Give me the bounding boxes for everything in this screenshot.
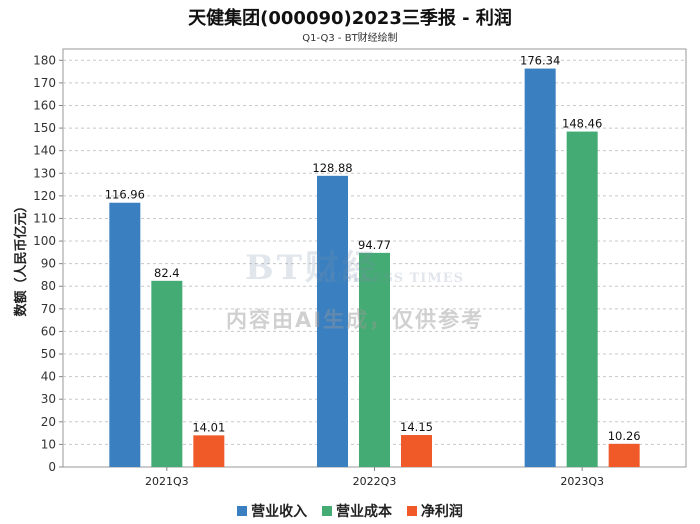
y-tick-label: 30 — [41, 392, 56, 406]
y-tick-label: 130 — [33, 166, 56, 180]
y-tick-label: 140 — [33, 144, 56, 158]
y-tick-label: 20 — [41, 415, 56, 429]
data-label: 82.4 — [154, 266, 180, 280]
y-axis-ticks: 0 10 20 30 40 50 60 70 80 90 100 110 120 130 140 150 160… — [33, 53, 63, 474]
data-labels: 116.96 82.4 14.01 128.88 94.77 14.15 176.34 148… — [105, 54, 641, 443]
chart-subtitle: Q1-Q3 - BT财经绘制 — [302, 33, 398, 44]
bar[interactable] — [193, 435, 225, 467]
bar[interactable] — [401, 435, 432, 467]
x-tick-label: 2022Q3 — [353, 475, 397, 488]
y-tick-label: 80 — [41, 279, 56, 293]
y-tick-label: 70 — [41, 302, 56, 316]
legend-item-net-profit[interactable]: 净利润 — [406, 501, 463, 521]
y-tick-label: 180 — [33, 53, 56, 67]
data-label: 10.26 — [608, 429, 641, 443]
x-tick-label: 2021Q3 — [145, 475, 189, 488]
data-label: 148.46 — [562, 117, 602, 131]
y-tick-label: 170 — [33, 76, 56, 90]
bar[interactable] — [151, 280, 183, 467]
y-tick-label: 100 — [33, 234, 56, 248]
legend: 营业收入 营业成本 净利润 — [0, 501, 700, 521]
y-tick-label: 40 — [41, 370, 56, 384]
bar[interactable] — [109, 202, 141, 467]
bar[interactable] — [317, 175, 348, 468]
data-label: 14.01 — [192, 420, 225, 434]
bar[interactable] — [524, 68, 556, 467]
legend-item-revenue[interactable]: 营业收入 — [237, 501, 307, 521]
data-label: 94.77 — [358, 238, 391, 252]
legend-swatch-cost — [322, 506, 332, 516]
y-tick-label: 60 — [41, 324, 56, 338]
x-axis-ticks: 2021Q3 2022Q3 2023Q3 — [145, 467, 604, 488]
y-axis-label: 数额（人民币亿元） — [13, 199, 29, 316]
legend-label-cost: 营业成本 — [336, 504, 392, 520]
x-tick-label: 2023Q3 — [560, 475, 604, 488]
legend-swatch-revenue — [237, 506, 248, 516]
y-tick-label: 120 — [33, 189, 56, 203]
bar[interactable] — [566, 131, 598, 467]
bars — [109, 68, 640, 468]
bar[interactable] — [359, 252, 390, 467]
y-tick-label: 10 — [41, 437, 56, 451]
data-label: 116.96 — [105, 188, 145, 202]
bar[interactable] — [608, 443, 640, 467]
legend-swatch-net-profit — [406, 506, 417, 516]
legend-item-cost[interactable]: 营业成本 — [322, 501, 392, 521]
y-tick-label: 110 — [33, 211, 56, 225]
data-label: 14.15 — [400, 420, 433, 434]
y-tick-label: 0 — [48, 460, 56, 474]
data-label: 176.34 — [520, 54, 560, 68]
y-tick-label: 160 — [33, 98, 56, 112]
y-tick-label: 150 — [33, 121, 56, 135]
data-label: 128.88 — [312, 161, 352, 175]
y-tick-label: 50 — [41, 347, 56, 361]
y-tick-label: 90 — [41, 257, 56, 271]
legend-label-revenue: 营业收入 — [251, 504, 308, 520]
chart-title: 天健集团(000090)2023三季报 - 利润 — [188, 8, 512, 29]
legend-label-net-profit: 净利润 — [420, 504, 463, 520]
